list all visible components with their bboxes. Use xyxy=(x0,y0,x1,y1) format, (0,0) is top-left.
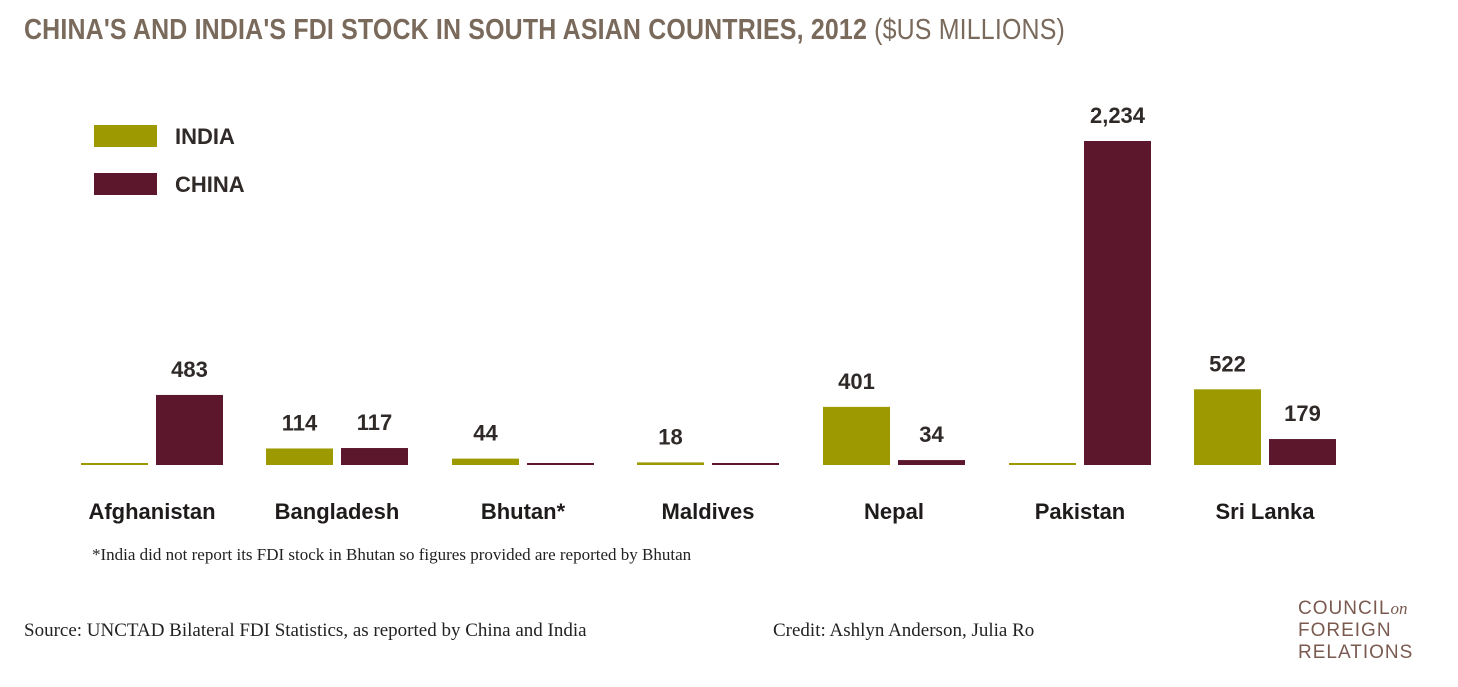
bar-india-bhutan xyxy=(452,458,519,465)
bar-india-nepal xyxy=(823,406,890,465)
bar-china-maldives xyxy=(712,463,779,465)
chart-title-main: CHINA'S AND INDIA'S FDI STOCK IN SOUTH A… xyxy=(24,14,867,46)
bar-china-pakistan xyxy=(1084,141,1151,465)
category-label-bangladesh: Bangladesh xyxy=(275,499,400,524)
credit-note: Credit: Ashlyn Anderson, Julia Ro xyxy=(773,620,1035,641)
data-label-india-bhutan: 44 xyxy=(473,421,498,446)
category-labels-group: Afghanistan Bangladesh Bhutan* Maldives Nepa… xyxy=(88,499,1315,524)
data-label-china-afghanistan: 483 xyxy=(171,357,208,382)
legend-label-india: INDIA xyxy=(175,124,235,149)
legend-swatch-china xyxy=(94,173,157,195)
data-label-china-bangladesh: 117 xyxy=(357,410,393,435)
bar-india-srilanka xyxy=(1194,389,1261,465)
logo-line-1: COUNCIL xyxy=(1298,598,1391,619)
legend-label-china: CHINA xyxy=(175,172,245,197)
category-label-afghanistan: Afghanistan xyxy=(88,499,215,524)
category-label-srilanka: Sri Lanka xyxy=(1215,499,1315,524)
logo-line-3: RELATIONS xyxy=(1298,642,1414,663)
category-label-maldives: Maldives xyxy=(662,499,755,524)
data-label-china-nepal: 34 xyxy=(919,422,944,447)
category-label-bhutan: Bhutan* xyxy=(481,499,566,524)
logo-line-2: FOREIGN xyxy=(1298,620,1392,641)
bar-india-afghanistan xyxy=(81,463,148,465)
source-note: Source: UNCTAD Bilateral FDI Statistics,… xyxy=(24,620,587,641)
bar-china-bangladesh xyxy=(341,448,408,465)
bars-group xyxy=(81,141,1336,465)
data-label-china-srilanka: 179 xyxy=(1284,401,1321,426)
legend: INDIA CHINA xyxy=(94,124,245,197)
bar-india-bangladesh xyxy=(266,448,333,465)
category-label-pakistan: Pakistan xyxy=(1035,499,1126,524)
data-label-india-nepal: 401 xyxy=(838,369,875,394)
legend-swatch-india xyxy=(94,125,157,147)
category-label-nepal: Nepal xyxy=(864,499,924,524)
data-label-india-srilanka: 522 xyxy=(1209,351,1246,376)
bar-china-nepal xyxy=(898,460,965,465)
bar-chart: INDIA CHINA 483 114 117 44 18 401 34 2,234 522 179… xyxy=(81,103,1336,524)
logo-line-1-suffix: on xyxy=(1390,599,1408,618)
bar-labels-group: 483 114 117 44 18 401 34 2,234 522 179 xyxy=(171,103,1321,449)
chart-title: CHINA'S AND INDIA'S FDI STOCK IN SOUTH A… xyxy=(24,14,1065,47)
data-label-india-maldives: 18 xyxy=(658,424,682,449)
bar-india-maldives xyxy=(637,462,704,465)
footnote: *India did not report its FDI stock in B… xyxy=(92,545,692,564)
data-label-india-bangladesh: 114 xyxy=(282,410,318,435)
bar-china-srilanka xyxy=(1269,439,1336,465)
data-label-china-pakistan: 2,234 xyxy=(1090,103,1146,128)
bar-china-afghanistan xyxy=(156,394,223,465)
cfr-logo: COUNCILon FOREIGN RELATIONS xyxy=(1298,598,1413,664)
chart-title-unit: ($US MILLIONS) xyxy=(874,14,1065,46)
bar-china-bhutan xyxy=(527,463,594,465)
bar-india-pakistan xyxy=(1009,463,1076,465)
